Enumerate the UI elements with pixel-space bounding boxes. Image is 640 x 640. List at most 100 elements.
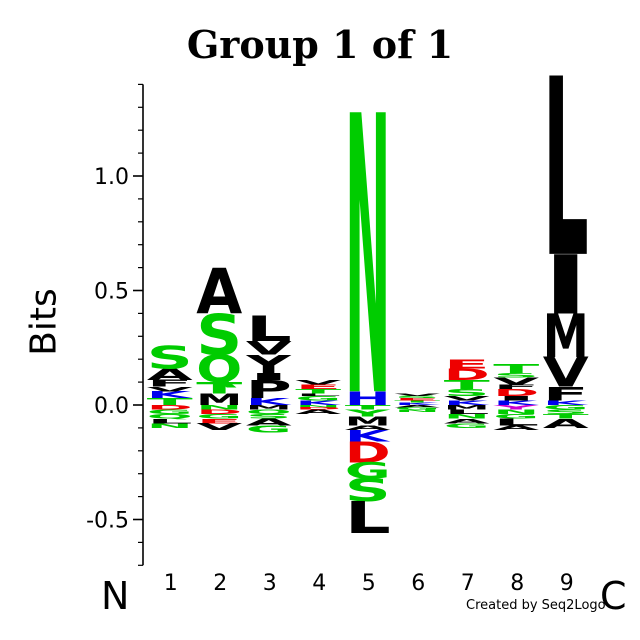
logo-letter-d: D [345, 437, 391, 470]
x-position-label: 3 [263, 571, 277, 596]
logo-letter-k: K [246, 396, 292, 407]
logo-letter-p: P [246, 376, 292, 405]
logo-letter-n: N [493, 409, 539, 416]
logo-letter-v: V [147, 385, 193, 392]
logo-letter-s: S [147, 339, 193, 376]
logo-letter-s: S [345, 472, 391, 509]
logo-letter-v: V [444, 395, 490, 402]
y-tick-label: 1.0 [94, 165, 129, 190]
logo-letter-y: Y [245, 350, 292, 379]
logo-letter-d: D [444, 365, 490, 383]
logo-letter-m: M [246, 404, 292, 411]
logo-letter-n: N [345, 37, 391, 482]
logo-letter-t: T [493, 362, 539, 376]
logo-letter-v: V [394, 393, 441, 397]
logo-letter-m: M [444, 404, 490, 411]
logo-letter-y: Y [344, 408, 392, 419]
logo-letter-n: N [295, 404, 341, 408]
logo-letter-g: G [394, 407, 440, 411]
x-position-label: 5 [362, 571, 376, 596]
logo-letter-t: T [394, 400, 441, 404]
logo-letter-s: S [196, 303, 242, 369]
logo-letter-g: G [345, 459, 391, 484]
credit-text: Created by Seq2Logo [466, 598, 606, 613]
logo-letter-t: T [147, 396, 193, 407]
logo-letter-s: S [543, 408, 589, 415]
y-axis-minor-ticks [138, 83, 143, 566]
logo-letter-m: M [543, 301, 589, 371]
logo-letter-i: I [493, 395, 539, 402]
logo-letter-t: T [196, 379, 243, 397]
n-terminus-label: N [101, 574, 130, 618]
logo-letter-n: N [444, 413, 490, 420]
logo-letter-f: F [147, 378, 193, 389]
logo-letter-d: D [493, 387, 539, 398]
logo-letter-k: K [493, 399, 539, 406]
logo-letter-k: K [147, 389, 193, 400]
logo-letter-h: H [345, 388, 391, 410]
logo-letter-v: V [196, 422, 242, 433]
logo-letter-a: A [147, 366, 193, 384]
c-terminus-label: C [600, 574, 627, 618]
logo-letter-a: A [444, 418, 490, 425]
logo-letter-g: G [196, 413, 242, 420]
logo-letter-q: Q [246, 408, 292, 415]
logo-letter-l: L [493, 417, 539, 428]
logo-letter-a: A [493, 424, 539, 431]
logo-letter-q: Q [147, 413, 193, 420]
logo-letter-k: K [345, 427, 391, 445]
logo-letter-k: K [444, 399, 490, 406]
x-position-label: 9 [560, 571, 574, 596]
logo-letter-e: E [295, 383, 341, 390]
logo-letter-k: K [394, 402, 441, 406]
logo-letter-v: V [246, 338, 292, 360]
logo-letter-e: E [196, 418, 242, 425]
logo-letter-a: A [246, 417, 292, 428]
logo-letter-t: T [295, 388, 341, 395]
logo-letter-g: G [295, 395, 341, 402]
logo-letter-n: N [147, 422, 193, 429]
y-tick-label: 0.5 [94, 280, 129, 305]
logo-letter-g: G [444, 422, 490, 429]
x-position-label: 8 [510, 571, 524, 596]
logo-letter-l: L [543, 27, 589, 312]
y-tick-label: -0.5 [86, 509, 129, 534]
logo-letter-m: M [345, 414, 391, 428]
logo-letter-a: A [543, 417, 590, 432]
logo-letter-t: T [444, 378, 490, 392]
logo-letter-i: I [543, 238, 589, 333]
logo-letter-g: G [246, 424, 292, 435]
logo-letter-l: L [345, 494, 391, 545]
logo-letter-q: Q [196, 347, 242, 391]
logo-letter-a: A [196, 256, 242, 329]
logo-letter-s: S [444, 387, 490, 398]
logo-letter-a: A [295, 408, 341, 415]
logo-letter-g: G [147, 408, 193, 415]
logo-letter-s: S [394, 395, 440, 399]
logo-letter-g: G [543, 404, 589, 411]
logo-letter-f: F [543, 383, 589, 405]
logo-letter-l: L [147, 418, 193, 425]
logo-letter-v: V [295, 379, 341, 386]
logo-letter-k: K [543, 399, 589, 406]
x-position-label: 4 [312, 571, 326, 596]
logo-letter-l: L [295, 393, 341, 397]
logo-letter-e: E [394, 398, 440, 402]
x-position-label: 1 [164, 571, 178, 596]
logo-letter-a: A [345, 424, 391, 431]
logo-letter-i: I [246, 371, 292, 382]
logo-letter-v: V [543, 350, 590, 397]
x-position-label: 6 [411, 571, 425, 596]
logo-letter-d: D [196, 408, 242, 415]
logo-letter-f: F [493, 383, 539, 390]
logo-letter-s: S [493, 372, 539, 379]
logo-letter-n: N [394, 409, 440, 413]
